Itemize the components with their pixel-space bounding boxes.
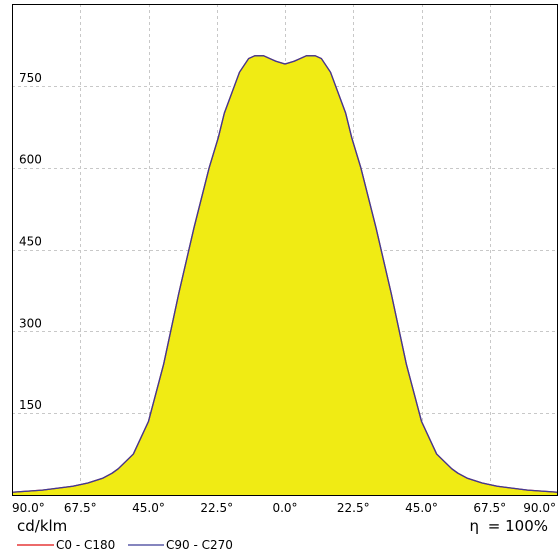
x-tick-label-3: 22.5° <box>200 501 233 515</box>
efficiency-value: = 100% <box>488 517 548 535</box>
intensity-fill-area <box>12 55 558 495</box>
y-tick-label-150: 150 <box>19 398 42 412</box>
x-tick-label-7: 67.5° <box>473 501 506 515</box>
x-tick-label-6: 45.0° <box>405 501 438 515</box>
y-tick-label-900: 900 <box>19 0 42 3</box>
legend-label-c90-c270: C90 - C270 <box>166 538 233 552</box>
y-tick-label-450: 450 <box>19 235 42 249</box>
x-tick-label-8: 90.0° <box>523 501 556 515</box>
y-tick-label-750: 750 <box>19 71 42 85</box>
x-tick-label-1: 67.5° <box>64 501 97 515</box>
series-layer <box>11 55 558 493</box>
y-axis-ticks: 150 300 450 600 750 900 <box>19 0 42 412</box>
x-tick-label-4: 0.0° <box>272 501 297 515</box>
legend-label-c0-c180: C0 - C180 <box>56 538 115 552</box>
fill-layer <box>12 55 558 495</box>
y-tick-label-600: 600 <box>19 153 42 167</box>
unit-label: cd/klm <box>17 517 67 535</box>
x-tick-label-0: 90.0° <box>12 501 45 515</box>
y-tick-label-300: 300 <box>19 316 42 330</box>
efficiency-symbol: η <box>469 517 479 535</box>
x-axis-ticks: 90.0° 67.5° 45.0° 22.5° 0.0° 22.5° 45.0° 67.5° 9… <box>12 501 556 515</box>
x-tick-label-5: 22.5° <box>337 501 370 515</box>
svg-text:η = 100%: η = 100% <box>469 517 548 535</box>
series-line-c90-c270 <box>11 55 558 493</box>
x-tick-label-2: 45.0° <box>132 501 165 515</box>
legend: C0 - C180 C90 - C270 <box>17 538 233 552</box>
